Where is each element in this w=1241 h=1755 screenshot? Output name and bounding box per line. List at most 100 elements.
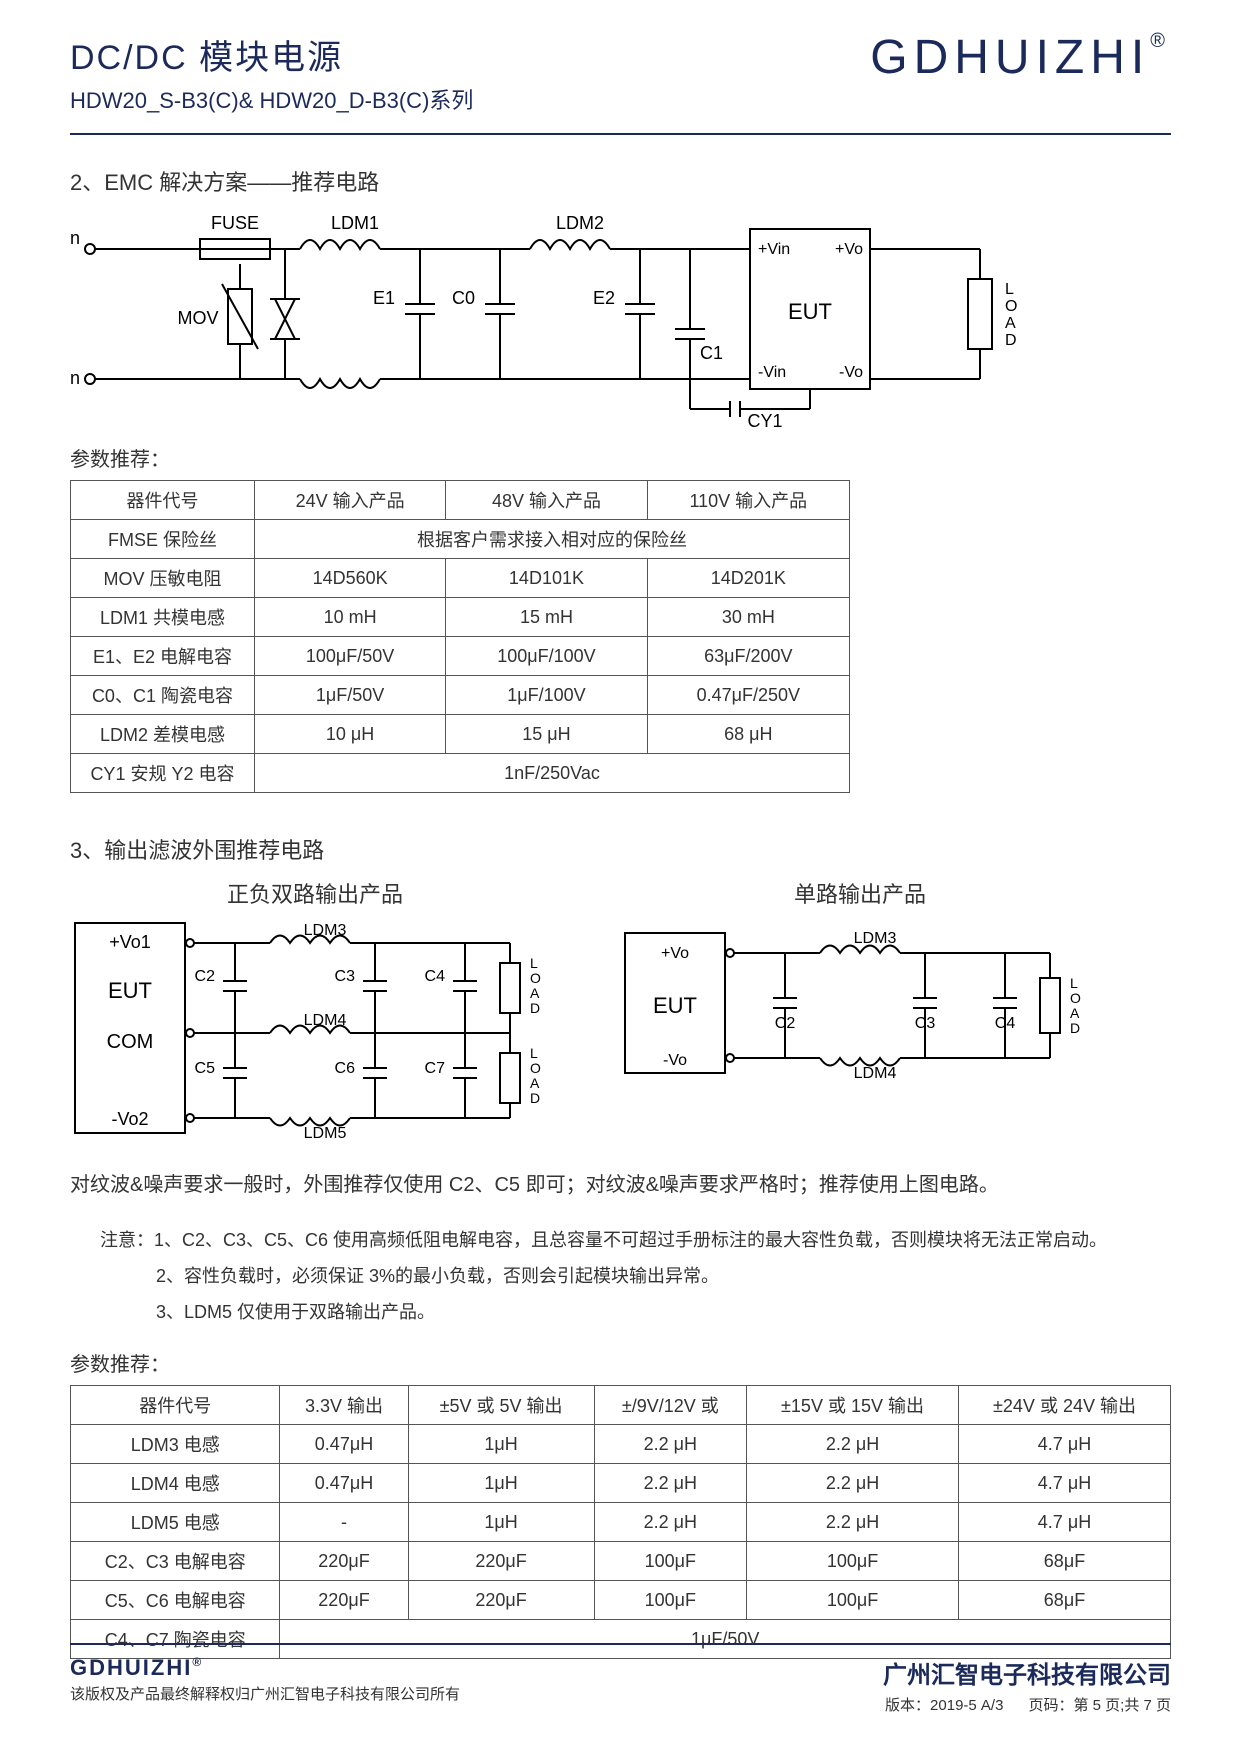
table-cell: 1μH <box>408 1425 594 1464</box>
svg-text:+Vo: +Vo <box>661 945 689 962</box>
note-2: 2、容性负载时，必须保证 3%的最小负载，否则会引起模块输出异常。 <box>156 1258 719 1294</box>
table-cell: 100μF/50V <box>254 637 445 676</box>
table-cell: E1、E2 电解电容 <box>71 637 255 676</box>
svg-text:D: D <box>1005 332 1017 349</box>
eut-vo-p: +Vo <box>835 241 863 258</box>
eut-vin-p: +Vin <box>758 241 790 258</box>
svg-text:D: D <box>1070 1020 1080 1036</box>
svg-text:LDM4: LDM4 <box>854 1065 897 1082</box>
svg-text:D: D <box>530 1090 540 1106</box>
table-header: ±5V 或 5V 输出 <box>408 1386 594 1425</box>
table-cell: C5、C6 电解电容 <box>71 1581 280 1620</box>
brand-logo: GDHUIZHI® <box>870 30 1171 85</box>
table-header: 24V 输入产品 <box>254 481 445 520</box>
table-cell: LDM5 电感 <box>71 1503 280 1542</box>
output-filter-table: 器件代号3.3V 输出±5V 或 5V 输出±/9V/12V 或±15V 或 1… <box>70 1385 1171 1659</box>
table-cell: 220μF <box>280 1581 408 1620</box>
svg-text:+Vo1: +Vo1 <box>109 932 151 952</box>
table-header: ±/9V/12V 或 <box>594 1386 746 1425</box>
svg-text:C2: C2 <box>195 968 216 985</box>
svg-text:C4: C4 <box>425 968 446 985</box>
svg-text:L: L <box>530 955 538 971</box>
table-cell: 1μH <box>408 1464 594 1503</box>
table-cell: MOV 压敏电阻 <box>71 559 255 598</box>
svg-text:C2: C2 <box>775 1015 796 1032</box>
brand-text: GDHUIZHI <box>870 31 1150 84</box>
e1-label: E1 <box>373 288 395 308</box>
svg-text:D: D <box>530 1000 540 1016</box>
section3-bodytext: 对纹波&噪声要求一般时，外围推荐仅使用 C2、C5 即可；对纹波&噪声要求严格时… <box>70 1166 1171 1204</box>
mov-label: MOV <box>177 308 218 328</box>
table-cell: C2、C3 电解电容 <box>71 1542 280 1581</box>
svg-text:-Vo: -Vo <box>663 1052 687 1069</box>
eut-label: EUT <box>788 299 832 324</box>
footer-copyright: 该版权及产品最终解释权归广州汇智电子科技有限公司所有 <box>70 1683 460 1704</box>
doc-title: DC/DC 模块电源 <box>70 30 473 79</box>
svg-text:A: A <box>1005 315 1016 332</box>
svg-text:COM: COM <box>107 1031 154 1053</box>
svg-text:C6: C6 <box>335 1060 356 1077</box>
table-cell: LDM2 差模电感 <box>71 715 255 754</box>
table-cell: 15 mH <box>446 598 647 637</box>
table-cell: CY1 安规 Y2 电容 <box>71 754 255 793</box>
page-footer: GDHUIZHI® 该版权及产品最终解释权归广州汇智电子科技有限公司所有 广州汇… <box>70 1643 1171 1715</box>
footer-meta: 版本：2019-5 A/3 页码：第 5 页;共 7 页 <box>883 1694 1171 1715</box>
table-cell: 1nF/250Vac <box>254 754 849 793</box>
svg-text:A: A <box>530 985 540 1001</box>
footer-brand: GDHUIZHI® <box>70 1655 460 1681</box>
table-cell: 220μF <box>280 1542 408 1581</box>
section2-rec-title: 参数推荐： <box>70 443 1171 472</box>
table-header: 器件代号 <box>71 481 255 520</box>
section3-notes: 注意：1、C2、C3、C5、C6 使用高频低阻电解电容，且总容量不可超过手册标注… <box>100 1222 1171 1330</box>
ldm2-label: LDM2 <box>556 213 604 233</box>
table-cell: 15 μH <box>446 715 647 754</box>
svg-text:C3: C3 <box>915 1015 936 1032</box>
svg-text:C3: C3 <box>335 968 356 985</box>
table-cell: C0、C1 陶瓷电容 <box>71 676 255 715</box>
single-output-label: 单路输出产品 <box>620 877 1100 909</box>
table-cell: 100μF <box>747 1581 959 1620</box>
table-cell: 2.2 μH <box>747 1425 959 1464</box>
table-header: 3.3V 输出 <box>280 1386 408 1425</box>
svg-text:O: O <box>530 1060 541 1076</box>
c1-label: C1 <box>700 343 723 363</box>
table-cell: LDM4 电感 <box>71 1464 280 1503</box>
svg-text:A: A <box>1070 1005 1080 1021</box>
table-cell: 2.2 μH <box>594 1464 746 1503</box>
ldm1-label: LDM1 <box>331 213 379 233</box>
note-1: 1、C2、C3、C5、C6 使用高频低阻电解电容，且总容量不可超过手册标注的最大… <box>154 1230 1107 1250</box>
table-cell: 68μF <box>959 1542 1171 1581</box>
table-cell: 4.7 μH <box>959 1503 1171 1542</box>
table-cell: 100μF <box>747 1542 959 1581</box>
section2-title: 2、EMC 解决方案——推荐电路 <box>70 165 1171 197</box>
note-3: 3、LDM5 仅使用于双路输出产品。 <box>156 1294 435 1330</box>
table-cell: 1μF/50V <box>254 676 445 715</box>
svg-text:LDM3: LDM3 <box>854 930 897 947</box>
dual-output-diagram: EUT COM +Vo1 -Vo2 LDM3 LDM4 <box>70 913 560 1143</box>
table-cell: 68μF <box>959 1581 1171 1620</box>
svg-text:O: O <box>1070 990 1081 1006</box>
section3-title: 3、输出滤波外围推荐电路 <box>70 833 1171 865</box>
eut-vin-n: -Vin <box>758 364 786 381</box>
table-header: ±15V 或 15V 输出 <box>747 1386 959 1425</box>
table-cell: 14D560K <box>254 559 445 598</box>
e2-label: E2 <box>593 288 615 308</box>
footer-company: 广州汇智电子科技有限公司 <box>883 1655 1171 1690</box>
table-cell: 0.47μH <box>280 1425 408 1464</box>
svg-text:LDM5: LDM5 <box>304 1125 347 1142</box>
table-cell: 根据客户需求接入相对应的保险丝 <box>254 520 849 559</box>
table-cell: 1μH <box>408 1503 594 1542</box>
table-cell: 10 mH <box>254 598 445 637</box>
vin-p-label: +Vin <box>70 228 80 248</box>
table-cell: 2.2 μH <box>747 1503 959 1542</box>
table-header: 48V 输入产品 <box>446 481 647 520</box>
table-cell: 2.2 μH <box>594 1425 746 1464</box>
brand-reg-icon: ® <box>1150 30 1171 52</box>
svg-text:O: O <box>1005 298 1017 315</box>
footer-rule <box>70 1643 1171 1645</box>
cy1-label: CY1 <box>747 411 782 429</box>
table-header: 器件代号 <box>71 1386 280 1425</box>
page-header: DC/DC 模块电源 HDW20_S-B3(C)& HDW20_D-B3(C)系… <box>0 0 1241 125</box>
svg-text:EUT: EUT <box>108 978 152 1003</box>
table-cell: 2.2 μH <box>594 1503 746 1542</box>
